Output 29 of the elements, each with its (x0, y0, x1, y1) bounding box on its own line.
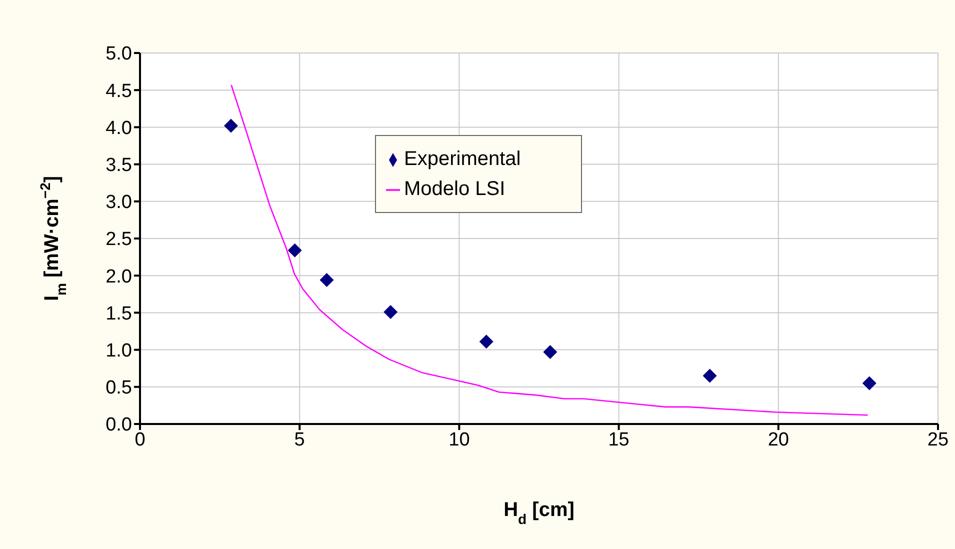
x-tick-label: 20 (768, 429, 789, 450)
y-tick-label: 4.5 (106, 80, 132, 102)
x-axis-title: H$_{d}$ [cm] (504, 499, 574, 527)
point (862, 376, 876, 390)
x-tick-label: 25 (927, 429, 949, 450)
y-tick-label: 1.0 (106, 340, 132, 362)
y-tick-label: 3.0 (106, 192, 132, 214)
x-tick-label: 0 (134, 429, 146, 450)
y-tick-label: 2.0 (106, 266, 132, 288)
legend-label: Experimental (404, 148, 521, 170)
x-tick-label: 5 (294, 429, 305, 450)
point (224, 118, 238, 133)
x-tick-label: 10 (448, 429, 470, 450)
y-tick-label: 0.0 (106, 414, 132, 436)
point (543, 345, 558, 360)
y-tick-label: 1.5 (106, 303, 132, 324)
y-tick-label: 3.5 (106, 155, 132, 176)
point (320, 273, 334, 288)
line-series (230, 84, 868, 416)
point (702, 368, 717, 383)
legend-label: Modelo LSI (404, 178, 506, 200)
point (288, 243, 302, 258)
point (479, 334, 494, 349)
y-tick-label: 5.0 (106, 44, 132, 65)
y-tick-label: 2.5 (106, 229, 132, 250)
point (384, 304, 398, 319)
y-tick-label: 0.5 (106, 378, 132, 399)
x-tick-label: 15 (608, 429, 630, 450)
y-tick-label: 4.0 (106, 118, 132, 139)
